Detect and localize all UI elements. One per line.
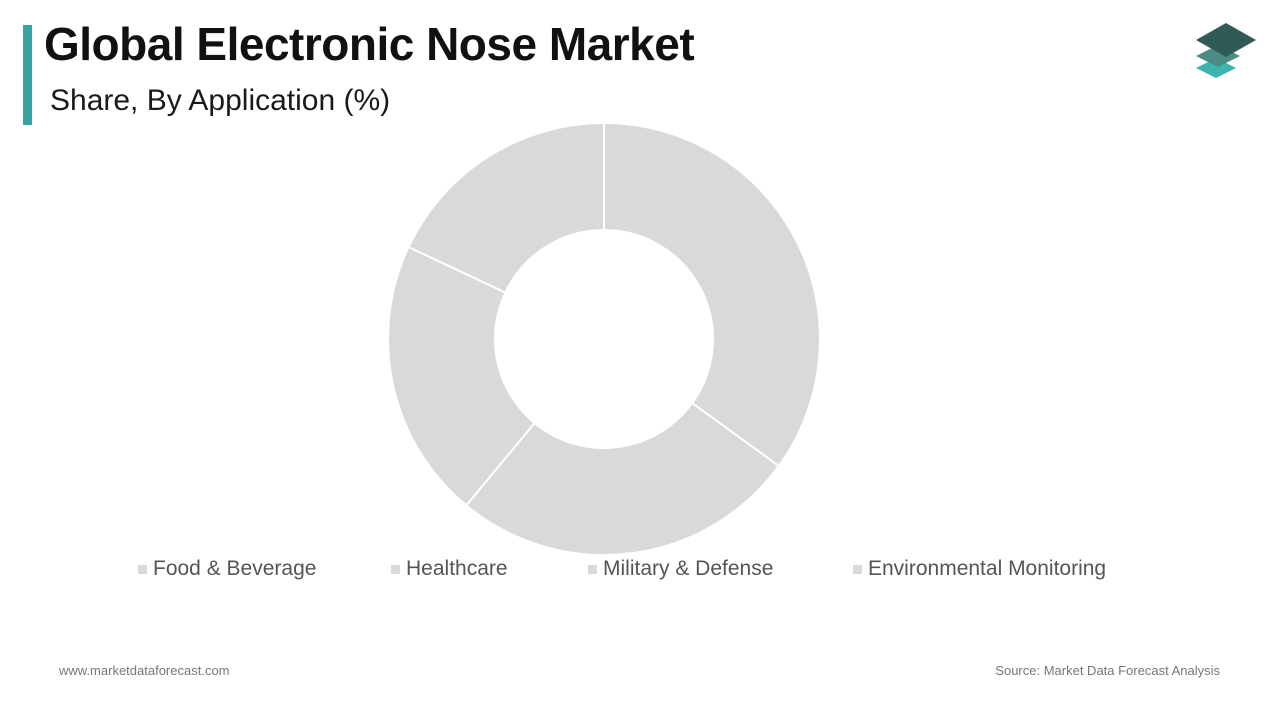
slice-food-beverage <box>603 121 821 468</box>
legend-label: Healthcare <box>406 557 508 580</box>
logo-layer-top <box>1196 23 1256 57</box>
slice-military-defense <box>387 245 536 507</box>
legend-item-environmental-monitoring: Environmental Monitoring <box>853 555 1106 583</box>
donut-slices <box>387 121 821 556</box>
legend-label: Food & Beverage <box>153 557 317 580</box>
chart-subtitle: Share, By Application (%) <box>50 84 391 117</box>
stacked-layers-icon <box>1196 23 1256 78</box>
legend-swatch <box>853 564 862 574</box>
slice-environmental-monitoring <box>407 121 605 294</box>
legend-swatch <box>391 564 400 574</box>
legend-label: Military & Defense <box>603 557 774 580</box>
legend-item-military-defense: Military & Defense <box>588 555 773 583</box>
legend-label: Environmental Monitoring <box>868 557 1107 580</box>
slice-healthcare <box>464 401 781 556</box>
source-footer: Source: Market Data Forecast Analysis <box>995 663 1220 678</box>
legend-item-food-beverage: Food & Beverage <box>138 555 316 583</box>
website-footer: www.marketdataforecast.com <box>59 663 230 678</box>
legend-swatch <box>138 564 147 574</box>
legend-item-healthcare: Healthcare <box>391 555 508 583</box>
legend-swatch <box>588 564 597 574</box>
title-accent-bar <box>23 25 32 125</box>
chart-title: Global Electronic Nose Market <box>44 18 695 70</box>
chart-legend: Food & Beverage Healthcare Military & De… <box>0 555 1280 585</box>
